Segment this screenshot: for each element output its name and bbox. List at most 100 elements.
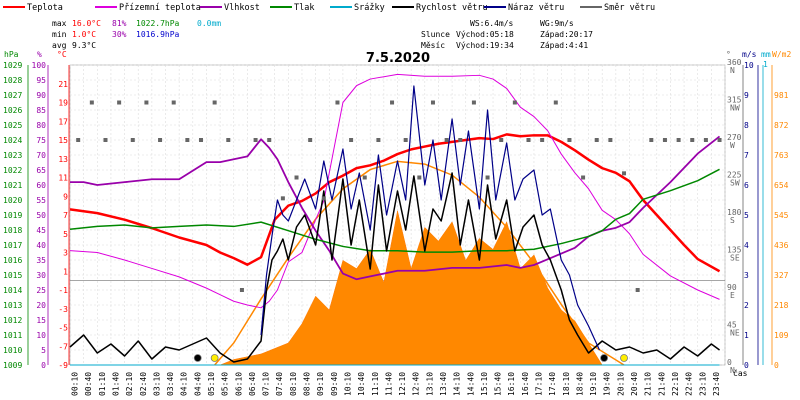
pct-tick-label: 35 [36,256,46,265]
hpa-tick-label: 1029 [3,61,22,70]
dir-tick-label: 270 [727,133,742,142]
solar-tick-label: 872 [774,121,789,130]
wind-speed-line [69,172,720,363]
x-tick-label: 08:40 [303,372,312,396]
wind-direction-point [417,175,422,180]
x-tick-label: 20:10 [616,372,625,396]
info-sun-set: Západ:20:17 [540,30,593,39]
stats-max-hum: 81% [112,19,127,28]
pct-tick-label: 70 [36,151,46,160]
dir-tick-label: N [730,66,735,75]
temp-tick-label: -7 [58,342,68,351]
dir-tick-label: 180 [727,208,742,217]
hpa-tick-label: 1022 [3,166,22,175]
stats-max-label: max [52,19,67,28]
x-tick-label: 06:40 [248,372,257,396]
dir-tick-label: NW [730,104,740,113]
hpa-tick-label: 1021 [3,181,22,190]
temp-tick-label: 15 [58,136,68,145]
wind-direction-point [471,100,476,105]
wind-direction-point [239,288,244,292]
info-moon-set: Západ:4:41 [540,41,588,50]
hpa-tick-label: 1026 [3,106,22,115]
wind-tick-label: 5 [744,211,749,220]
pct-tick-label: 45 [36,226,46,235]
wind-direction-point [294,175,299,180]
pct-tick-label: 90 [36,91,46,100]
pct-tick-label: 100 [32,61,47,70]
solar-tick-label: 109 [774,331,789,340]
wind-direction-point [226,138,231,142]
wind-direction-point [581,175,586,180]
x-tick-label: 19:40 [603,372,612,396]
wind-direction-point [130,138,135,142]
x-tick-label: 19:10 [589,372,598,396]
hpa-tick-label: 1014 [3,286,22,295]
legend-label-tlak: Tlak [294,3,314,13]
stats-avg-label: avg [52,41,67,50]
pct-tick-label: 5 [41,346,46,355]
hpa-tick-label: 1019 [3,211,22,220]
temp-tick-label: -5 [58,324,68,333]
x-tick-label: 07:10 [262,372,271,396]
pct-tick-label: 30 [36,271,46,280]
solar-theoretical-line [214,160,625,366]
x-tick-label: 17:10 [535,372,544,396]
dir-tick-label: 90 [727,283,737,292]
hpa-tick-label: 1024 [3,136,22,145]
wind-direction-point [635,288,640,292]
axes-layer: 1029102810271026102510241023102210211020… [3,58,789,396]
axis-unit-hpa: hPa [4,50,19,59]
hpa-tick-label: 1023 [3,151,22,160]
x-tick-label: 00:40 [84,372,93,396]
hpa-tick-label: 1015 [3,271,22,280]
wind-direction-point [567,138,572,142]
solar-layer [214,160,625,366]
wind-direction-point [253,138,258,142]
x-tick-label: 11:10 [371,372,380,396]
wind-direction-point [540,138,545,142]
wind-direction-point [308,138,313,142]
series-layer [69,73,722,366]
x-tick-label: 17:40 [548,372,557,396]
x-tick-label: 21:10 [644,372,653,396]
temp-tick-label: 13 [58,155,68,164]
wind-tick-label: 8 [744,121,749,130]
x-tick-label: 00:10 [71,372,80,396]
hpa-tick-label: 1017 [3,241,22,250]
x-tick-label: 14:10 [453,372,462,396]
legend-label-naraz: Náraz větru [508,3,564,13]
hpa-tick-label: 1013 [3,301,22,310]
x-tick-label: 22:10 [671,372,680,396]
x-tick-label: 08:10 [289,372,298,396]
x-tick-label: 09:40 [330,372,339,396]
wind-direction-point [649,138,654,142]
wind-direction-point [144,100,149,105]
wind-direction-point [185,138,190,142]
dir-tick-label: S [730,216,735,225]
legend-label-vlhkost: Vlhkost [224,3,260,13]
pct-tick-label: 20 [36,301,46,310]
x-tick-label: 18:10 [562,372,571,396]
x-tick-label: 14:40 [466,372,475,396]
wind-direction-point [526,138,531,142]
hpa-tick-label: 1018 [3,226,22,235]
wind-direction-point [553,100,558,105]
solar-tick-label: 436 [774,241,789,250]
x-tick-label: 10:40 [357,372,366,396]
stats-max-temp: 16.0°C [72,19,101,28]
legend-label-prizemni: Přízemní teplota [119,3,201,13]
info-sun-label: Slunce [421,30,450,39]
marker-layer [193,354,628,362]
wind-direction-point [485,175,490,180]
wind-direction-point [690,138,695,142]
pct-tick-label: 95 [36,76,46,85]
wind-direction-point [703,138,708,142]
wind-direction-point [444,138,449,142]
pct-tick-label: 55 [36,196,46,205]
wind-direction-point [199,138,203,142]
wind-tick-label: 1 [744,331,749,340]
stats-min-press: 1016.9hPa [136,30,180,39]
wind-direction-point [349,138,354,142]
ground-temperature-line [69,73,720,309]
